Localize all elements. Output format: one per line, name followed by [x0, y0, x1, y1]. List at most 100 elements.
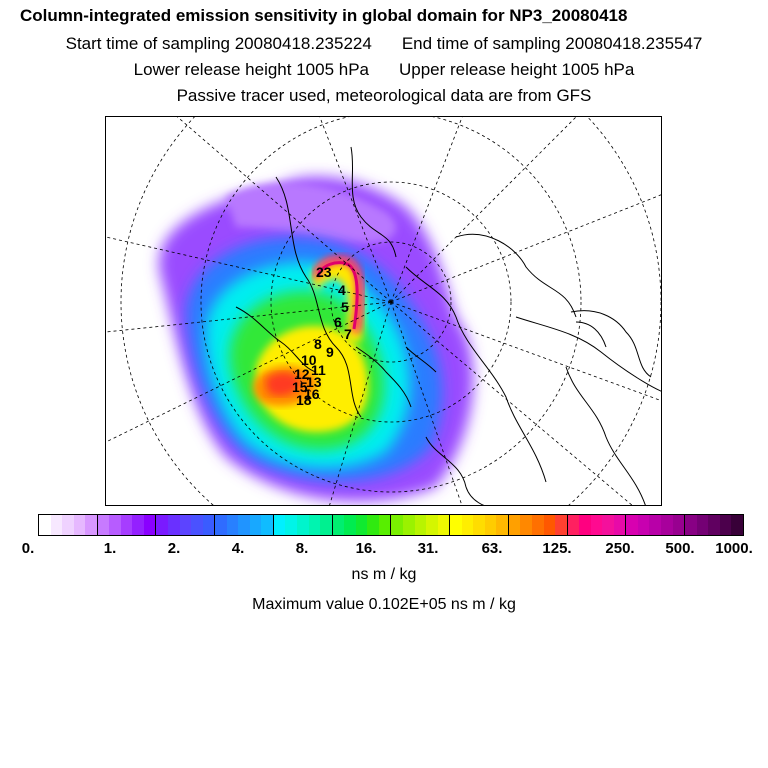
trajectory-arc-core [316, 261, 359, 330]
tick-label: 2. [167, 540, 181, 557]
contour-label: 7 [344, 326, 352, 342]
contour-label: 6 [334, 314, 342, 330]
color-scale-step [708, 515, 720, 535]
color-scale-step [719, 515, 732, 535]
color-scale-step [168, 515, 180, 535]
color-scale-step [649, 515, 661, 535]
contour-label: 12 [294, 366, 310, 382]
color-scale-step [179, 515, 192, 535]
color-scale-step [285, 515, 298, 535]
tick-label: 63. [481, 540, 503, 557]
color-scale-step [355, 515, 368, 535]
color-scale-step [508, 515, 521, 535]
emission-field [158, 176, 474, 502]
color-scale-step [613, 515, 627, 535]
color-scale-step [555, 515, 568, 535]
contour-label: 11 [311, 362, 326, 378]
color-scale-step [332, 515, 345, 535]
color-scale-step [62, 515, 74, 535]
tick-label: 31. [417, 540, 439, 557]
color-scale-step [367, 515, 379, 535]
color-scale-step [672, 515, 686, 535]
color-scale-step [191, 515, 203, 535]
tick-label: 1000. [715, 540, 753, 557]
color-scale-step [50, 515, 63, 535]
color-scale-step [143, 515, 157, 535]
color-scale-step [496, 515, 509, 535]
color-scale-step [391, 515, 403, 535]
contour-label: 18 [296, 392, 312, 408]
tick-label: 250. [605, 540, 635, 557]
tick-label: 16. [355, 540, 377, 557]
tracer-info: Passive tracer used, meteorological data… [176, 86, 592, 105]
color-scale-step [660, 515, 673, 535]
color-scale-step [685, 515, 697, 535]
color-scale-step [602, 515, 614, 535]
color-scale-step [308, 515, 321, 535]
color-scale-step [132, 515, 144, 535]
coastlines [235, 146, 661, 505]
color-scale-step [450, 515, 462, 535]
color-scale-step [73, 515, 86, 535]
color-scale-step [378, 515, 392, 535]
color-scale-step [473, 515, 485, 535]
color-scale [38, 514, 744, 536]
contour-label: 13 [306, 374, 322, 390]
color-scale-step [402, 515, 415, 535]
color-scale-step [85, 515, 98, 535]
color-scale-step [590, 515, 603, 535]
field-layer-arc-yellow [311, 258, 364, 342]
color-scale-step [414, 515, 427, 535]
color-scale-step [120, 515, 133, 535]
contour-label: 23 [316, 264, 332, 280]
release-heights: Lower release height 1005 hPa Upper relea… [0, 60, 768, 80]
sampling-times: Start time of sampling 20080418.235224 En… [0, 34, 768, 54]
contour-label: 4 [338, 282, 346, 298]
color-scale-step [226, 515, 239, 535]
tick-label: 1. [103, 540, 117, 557]
upper-release-label: Upper release height 1005 hPa [399, 60, 635, 79]
start-time-label: Start time of sampling 20080418.235224 [65, 34, 372, 53]
map-canvas: 23 4 5 6 7 8 9 10 11 12 13 15 16 18 [106, 117, 661, 505]
color-scale-step [249, 515, 262, 535]
color-scale-step [273, 515, 286, 535]
contour-label: 15 [292, 379, 308, 395]
color-scale-step [426, 515, 438, 535]
color-scale-step [637, 515, 650, 535]
color-scale-step [520, 515, 532, 535]
color-scale-step [437, 515, 451, 535]
unit-label: ns m / kg [351, 566, 417, 583]
color-scale-step [238, 515, 250, 535]
lower-release-label: Lower release height 1005 hPa [133, 60, 369, 79]
color-scale-step [261, 515, 274, 535]
tick-label: 8. [295, 540, 309, 557]
contour-label: 16 [304, 386, 320, 402]
color-scale-step [202, 515, 216, 535]
end-time-label: End time of sampling 20080418.235547 [401, 34, 703, 53]
graticule [106, 117, 661, 505]
tick-label: 500. [665, 540, 695, 557]
color-scale-step [461, 515, 474, 535]
color-scale-step [626, 515, 638, 535]
sensitivity-map: 23 4 5 6 7 8 9 10 11 12 13 15 16 18 [105, 116, 662, 506]
field-layer-red-core [266, 372, 301, 396]
color-scale-step [297, 515, 309, 535]
color-scale-step [543, 515, 556, 535]
color-scale-step [531, 515, 544, 535]
color-scale-step [567, 515, 580, 535]
contour-label: 8 [314, 336, 322, 352]
color-scale-step [156, 515, 169, 535]
color-scale-step [731, 515, 743, 535]
color-scale-step [39, 515, 51, 535]
color-scale-step [215, 515, 227, 535]
contour-labels: 23 4 5 6 7 8 9 10 11 12 13 15 16 18 [292, 264, 352, 408]
color-scale-step [97, 515, 110, 535]
color-scale-step [320, 515, 333, 535]
color-scale-step [579, 515, 591, 535]
contour-label: 9 [326, 344, 334, 360]
tick-label: 4. [231, 540, 245, 557]
tick-label: 125. [542, 540, 572, 557]
tick-label: 0. [21, 540, 35, 557]
color-scale-step [484, 515, 497, 535]
color-scale-ticks: 0. 1. 2. 4. 8. 16. 31. 63. 125. 250. 500… [0, 540, 768, 560]
